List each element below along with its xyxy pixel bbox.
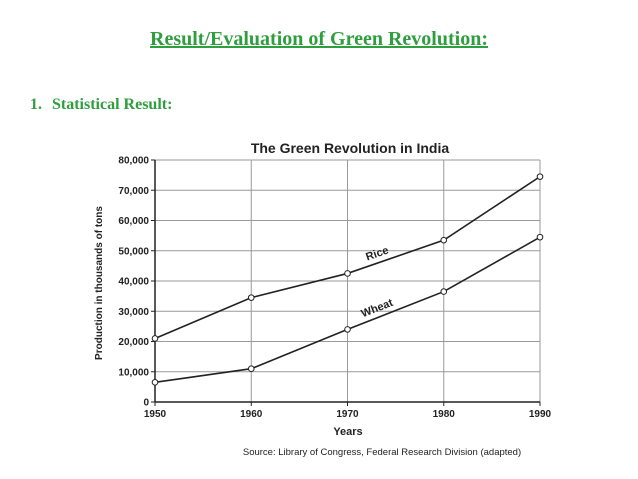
y-tick-label: 10,000 xyxy=(118,367,149,378)
data-point-wheat xyxy=(247,365,255,373)
y-tick-label: 70,000 xyxy=(118,186,149,197)
chart-title: The Green Revolution in India xyxy=(251,140,450,156)
x-tick-label: 1970 xyxy=(336,409,359,420)
x-tick-label: 1960 xyxy=(240,409,263,420)
data-point-rice xyxy=(440,236,448,244)
y-axis-label: Production in thousands of tons xyxy=(94,206,105,360)
data-point-rice xyxy=(151,335,159,342)
series-label-wheat: Wheat xyxy=(360,297,395,320)
x-tick-label: 1990 xyxy=(529,409,552,420)
chart-source: Source: Library of Congress, Federal Res… xyxy=(243,447,521,458)
y-tick-label: 80,000 xyxy=(118,156,149,167)
y-tick-label: 50,000 xyxy=(118,246,149,257)
x-axis-label: Years xyxy=(333,426,362,438)
data-point-wheat xyxy=(536,233,544,241)
chart-gridlines xyxy=(155,159,541,402)
data-point-wheat xyxy=(440,288,448,295)
data-point-wheat xyxy=(344,326,351,333)
data-point-wheat xyxy=(151,379,159,386)
slide-title: Result/Evaluation of Green Revolution: xyxy=(150,28,488,50)
y-tick-label: 40,000 xyxy=(118,277,149,288)
chart-axes: 0 10,000 20,000 30,000 40,000 50,000 60,000 70,… xyxy=(118,156,551,421)
y-tick-label: 0 xyxy=(143,398,149,409)
y-tick-label: 60,000 xyxy=(118,216,149,227)
x-tick-label: 1950 xyxy=(144,409,167,420)
section-number: 1. xyxy=(30,96,42,113)
data-point-rice xyxy=(247,294,255,301)
data-point-rice xyxy=(344,270,351,277)
section-heading-text: Statistical Result: xyxy=(52,96,173,113)
data-point-rice xyxy=(536,173,544,180)
y-tick-label: 20,000 xyxy=(118,337,149,348)
y-tick-label: 30,000 xyxy=(118,307,149,318)
x-tick-label: 1980 xyxy=(433,409,456,420)
section-heading: 1. Statistical Result: xyxy=(30,96,172,114)
